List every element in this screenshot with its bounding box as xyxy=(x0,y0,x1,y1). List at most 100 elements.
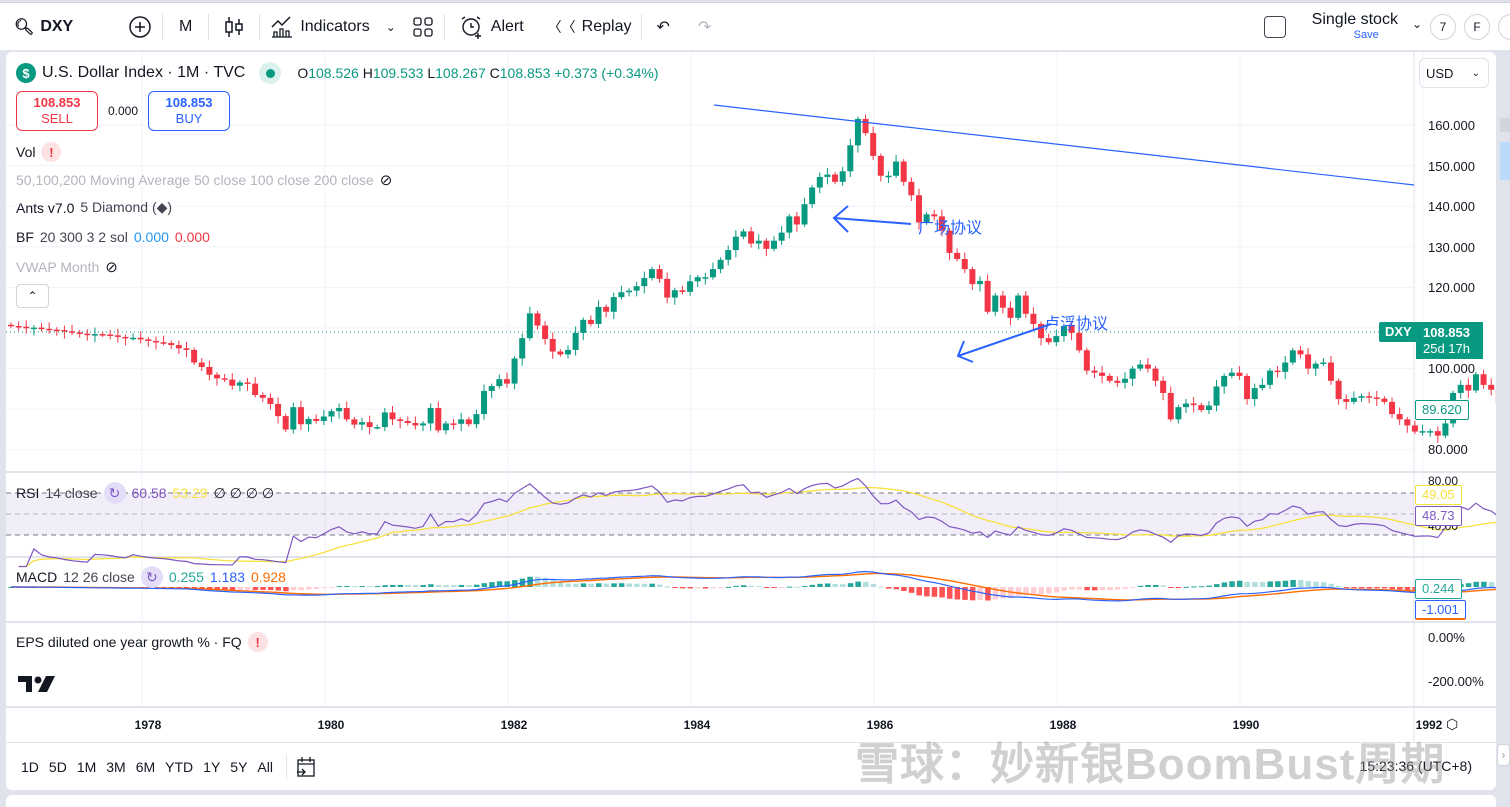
search-icon: 🔍︎ xyxy=(14,18,35,36)
macd-value-tag: -1.001 xyxy=(1415,600,1466,620)
range-3m[interactable]: 3M xyxy=(106,758,126,775)
refresh-icon[interactable]: ↻ xyxy=(103,482,126,504)
chevron-up-icon: ⌃ xyxy=(27,289,38,303)
price-tick: 100.000 xyxy=(1428,361,1475,376)
indicator-legend-ma[interactable]: 50,100,200 Moving Average 50 close 100 c… xyxy=(16,172,393,189)
indicator-legend-ants[interactable]: Ants v7.0 5 Diamond (◆) xyxy=(16,199,173,216)
range-1m[interactable]: 1M xyxy=(76,758,97,775)
sell-button[interactable]: 108.853 SELL xyxy=(16,91,98,131)
circle-button-f[interactable]: F xyxy=(1464,13,1490,40)
indicators-button[interactable]: Indicators xyxy=(260,3,379,51)
market-status-icon[interactable] xyxy=(259,62,282,84)
trade-buttons: 108.853 SELL 0.000 108.853 BUY xyxy=(16,91,231,131)
buy-button[interactable]: 108.853 BUY xyxy=(148,91,231,131)
time-tick: 1978 xyxy=(134,718,162,732)
expand-panel-button[interactable]: › xyxy=(1497,744,1510,766)
chevron-down-icon: ⌄ xyxy=(385,19,396,34)
time-tick: 1990 xyxy=(1232,718,1260,732)
range-1y[interactable]: 1Y xyxy=(203,758,221,775)
range-5d[interactable]: 5D xyxy=(48,758,67,775)
range-ytd[interactable]: YTD xyxy=(165,758,194,775)
symbol-label: DXY xyxy=(40,17,74,35)
clock-timezone[interactable]: 15:23:36 (UTC+8) xyxy=(1359,758,1472,774)
divider xyxy=(208,13,210,40)
price-tick: 150.000 xyxy=(1428,159,1475,174)
indicator-legend-vol[interactable]: Vol ! xyxy=(16,142,62,162)
macd-legend[interactable]: MACD 12 26 close ↻ 0.255 1.183 0.928 xyxy=(16,566,286,588)
compare-symbol-button[interactable] xyxy=(118,3,162,51)
range-all[interactable]: All xyxy=(257,758,273,775)
layout-checkbox[interactable] xyxy=(1263,15,1286,38)
rewind-icon: 〈〈 xyxy=(547,18,576,35)
goto-date-icon[interactable] xyxy=(295,755,317,779)
warning-icon[interactable]: ! xyxy=(41,142,62,162)
eye-off-icon[interactable]: ⊘ xyxy=(379,172,393,189)
rsi-legend[interactable]: RSI 14 close ↻ 60.58 53.29 ∅ ∅ ∅ ∅ xyxy=(16,482,274,504)
price-tick: 140.000 xyxy=(1428,199,1475,214)
range-5y[interactable]: 5Y xyxy=(230,758,248,775)
divider xyxy=(641,13,643,40)
layout-menu-button[interactable]: Single stock Save xyxy=(1312,12,1398,41)
eps-tick: -200.00% xyxy=(1428,674,1484,689)
time-tick: 1992 xyxy=(1415,718,1443,732)
dollar-icon: $ xyxy=(16,63,36,83)
right-panel-tab xyxy=(1500,118,1510,132)
crosshair-price-tag: 89.620 xyxy=(1415,400,1469,420)
symbol-search-button[interactable]: 🔍︎ DXY xyxy=(0,3,118,51)
axis-settings-icon[interactable]: ⬡ xyxy=(1446,716,1459,732)
refresh-icon[interactable]: ↻ xyxy=(140,566,163,588)
alert-label: Alert xyxy=(490,17,524,35)
symbol-title: U.S. Dollar Index · 1M · TVC xyxy=(42,64,246,81)
eye-off-icon[interactable]: ⊘ xyxy=(105,259,118,276)
alert-button[interactable]: Alert xyxy=(445,3,534,51)
layout-grid-button[interactable] xyxy=(402,3,444,51)
undo-icon: ↶ xyxy=(656,18,670,36)
right-panel-tab-active[interactable] xyxy=(1500,142,1510,180)
chart-type-button[interactable] xyxy=(209,3,259,51)
candles-icon xyxy=(225,16,244,37)
indicator-legend-bf[interactable]: BF 20 300 3 2 sol 0.000 0.000 xyxy=(16,229,210,245)
last-price-tag: 108.853 25d 17h xyxy=(1416,322,1483,359)
warning-icon[interactable]: ! xyxy=(247,632,268,652)
spread-value: 0.000 xyxy=(108,104,139,118)
bottom-panel xyxy=(6,795,1496,807)
circle-button-partial[interactable] xyxy=(1498,13,1510,40)
divider xyxy=(259,13,261,40)
range-6m[interactable]: 6M xyxy=(135,758,156,775)
annotation-plaza-accord[interactable]: 广场协议 xyxy=(918,220,983,237)
replay-button[interactable]: 〈〈 Replay xyxy=(534,3,642,51)
layout-name: Single stock xyxy=(1311,11,1398,28)
tradingview-logo[interactable] xyxy=(18,674,56,694)
price-tick: 120.000 xyxy=(1428,280,1475,295)
interval-label: M xyxy=(179,17,193,35)
undo-button[interactable]: ↶ xyxy=(642,3,683,51)
collapse-legend-button[interactable]: ⌃ xyxy=(16,284,49,308)
circle-button-7[interactable]: 7 xyxy=(1430,13,1456,40)
ohlc-values: O108.526 H109.533 L108.267 C108.853 +0.3… xyxy=(297,65,659,81)
interval-button[interactable]: M xyxy=(163,3,208,51)
range-1d[interactable]: 1D xyxy=(21,758,39,775)
price-tick: 130.000 xyxy=(1428,240,1475,255)
chevron-down-icon[interactable]: ⌄ xyxy=(1411,16,1422,31)
divider xyxy=(162,13,163,40)
indicators-dropdown-button[interactable]: ⌄ xyxy=(380,3,402,51)
currency-select[interactable]: USD ⌄ xyxy=(1419,58,1489,88)
symbol-legend: $ U.S. Dollar Index · 1M · TVC O108.526 … xyxy=(16,62,659,84)
time-tick: 1986 xyxy=(866,718,894,732)
replay-label: Replay xyxy=(581,17,632,35)
divider xyxy=(285,754,287,779)
symbol-price-tag: DXY xyxy=(1379,322,1418,342)
chevron-down-icon: ⌄ xyxy=(1471,67,1480,79)
eps-legend[interactable]: EPS diluted one year growth % · FQ ! xyxy=(16,632,268,652)
indicators-label: Indicators xyxy=(300,17,370,35)
time-tick: 1980 xyxy=(317,718,345,732)
time-tick: 1988 xyxy=(1049,718,1077,732)
chart-area[interactable]: $ U.S. Dollar Index · 1M · TVC O108.526 … xyxy=(6,52,1496,790)
plus-circle-icon xyxy=(129,15,151,38)
time-tick: 1984 xyxy=(683,718,711,732)
annotation-louvre-accord[interactable]: 卢浮协议 xyxy=(1044,316,1109,333)
indicator-legend-vwap[interactable]: VWAP Month ⊘ xyxy=(16,259,118,276)
price-tick: 80.000 xyxy=(1428,442,1468,457)
indicators-icon xyxy=(271,15,293,38)
redo-button[interactable]: ↷ xyxy=(684,3,725,51)
